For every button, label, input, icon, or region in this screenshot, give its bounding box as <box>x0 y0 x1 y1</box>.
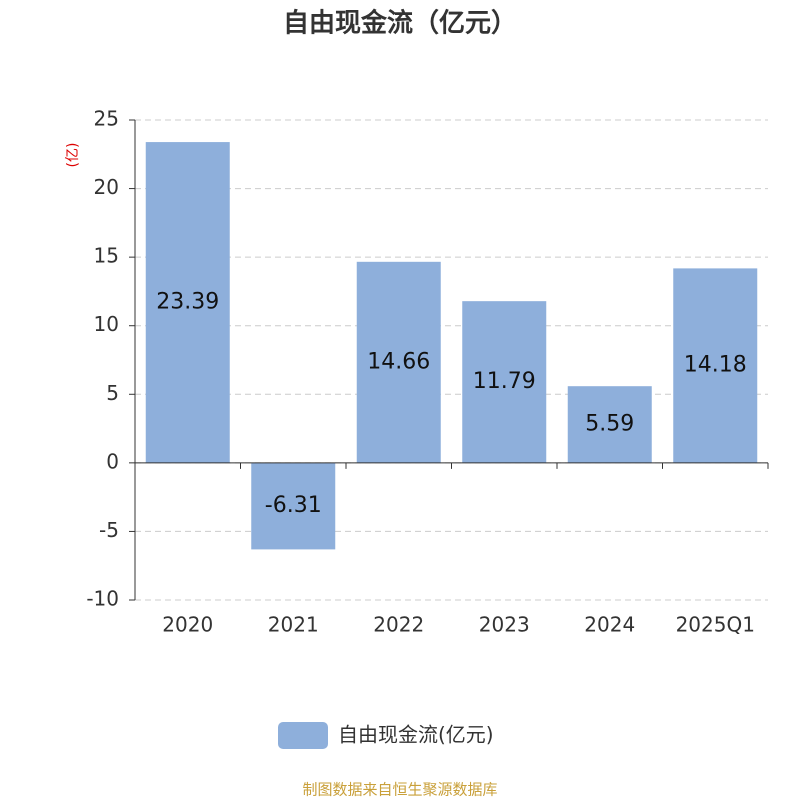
bar <box>356 261 441 463</box>
data-label: 14.66 <box>367 349 430 374</box>
x-tick-label: 2025Q1 <box>676 613 755 637</box>
data-label: 5.59 <box>585 412 634 437</box>
y-tick-label: -10 <box>86 587 119 611</box>
bar <box>673 268 758 463</box>
chart-title: 自由现金流（亿元） <box>283 8 517 39</box>
data-label: -6.31 <box>265 493 322 518</box>
bar <box>567 386 652 463</box>
legend-swatch <box>278 722 328 749</box>
y-tick-label: 0 <box>106 449 119 473</box>
y-tick-label: 5 <box>106 381 119 405</box>
y-axis-label: (亿) <box>65 143 81 168</box>
x-tick-label: 2023 <box>479 613 530 637</box>
y-tick-label: 15 <box>94 244 119 268</box>
bar <box>251 462 336 550</box>
y-tick-label: 20 <box>94 175 119 199</box>
x-tick-label: 2021 <box>268 613 319 637</box>
x-tick-label: 2022 <box>373 613 424 637</box>
y-tick-label: -5 <box>99 518 119 542</box>
data-label: 23.39 <box>156 289 219 314</box>
source-note: 制图数据来自恒生聚源数据库 <box>302 781 497 799</box>
data-label: 11.79 <box>473 369 536 394</box>
bar <box>145 142 230 463</box>
bar <box>462 301 547 463</box>
x-tick-label: 2024 <box>584 613 635 637</box>
legend-label: 自由现金流(亿元) <box>338 723 494 747</box>
y-tick-label: 25 <box>94 107 119 131</box>
data-label: 14.18 <box>684 353 747 378</box>
x-tick-label: 2020 <box>162 613 213 637</box>
y-tick-label: 10 <box>94 312 119 336</box>
